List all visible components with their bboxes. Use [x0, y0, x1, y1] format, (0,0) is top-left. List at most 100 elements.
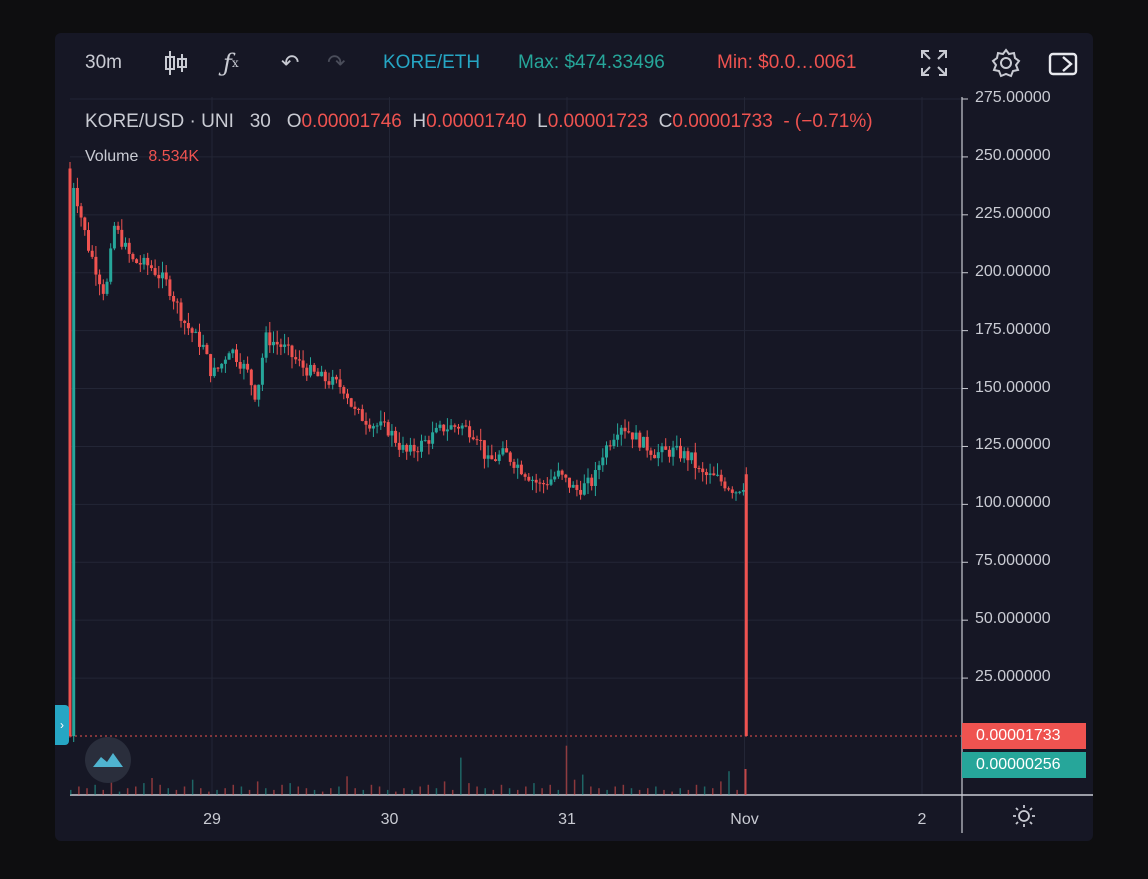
candle [590, 477, 594, 486]
candle [741, 490, 745, 492]
candle [686, 451, 690, 461]
change-value: - (−0.71%) [783, 111, 873, 132]
volume-bar [468, 783, 470, 795]
candle [168, 279, 172, 296]
volume-bar [118, 791, 121, 795]
candle [608, 445, 612, 447]
volume-bar [411, 789, 413, 795]
candle [679, 445, 682, 459]
volume-bar [167, 788, 170, 795]
brightness-icon[interactable] [1011, 803, 1037, 834]
x-tick-label: Nov [730, 811, 759, 828]
expand-sidebar-handle[interactable]: › [55, 705, 69, 745]
volume-bar [232, 784, 235, 795]
candle [645, 436, 649, 451]
undo-icon[interactable]: ↶ [281, 50, 300, 75]
volume-bar [395, 791, 397, 795]
volume-bar [248, 789, 251, 795]
snapshot-icon[interactable] [1047, 33, 1083, 93]
candle [149, 265, 153, 269]
settings-icon[interactable] [990, 33, 1022, 93]
volume-bar [728, 771, 730, 795]
volume-bar [200, 788, 202, 795]
x-tick-label: 31 [558, 811, 576, 828]
volume-bar [175, 789, 178, 795]
candle [231, 349, 235, 354]
volume-bar [102, 789, 105, 795]
volume-bar [346, 776, 348, 795]
symbol-name: KORE/USD · UNI [85, 111, 234, 132]
candlestick-icon[interactable] [163, 33, 189, 93]
candle [527, 476, 531, 481]
volume-bar [736, 789, 738, 795]
fullscreen-icon[interactable] [919, 33, 949, 93]
volume-label: Volume [85, 148, 139, 165]
candle [486, 455, 490, 459]
volume-bar [159, 784, 161, 795]
candle [542, 483, 546, 485]
volume-bar [646, 788, 649, 795]
volume-bar [460, 757, 462, 795]
candle [309, 364, 312, 376]
candle [371, 426, 375, 429]
interval-button[interactable]: 30m [85, 52, 122, 73]
tradingview-logo[interactable] [85, 737, 131, 783]
volume-bar [370, 784, 373, 795]
volume-bar [687, 789, 690, 795]
volume-bar [581, 774, 584, 795]
candle [468, 426, 472, 438]
candle [690, 452, 694, 461]
candle [538, 482, 542, 484]
candle [560, 470, 564, 475]
candle [490, 455, 494, 460]
min-price: Min: $0.0…0061 [717, 52, 857, 73]
x-tick-label: 30 [380, 811, 399, 828]
candle [408, 444, 412, 452]
candle [401, 444, 405, 450]
volume-bar [321, 791, 324, 795]
candle [531, 479, 534, 481]
candle [601, 457, 605, 466]
candle [127, 242, 131, 254]
candle [545, 484, 549, 486]
candle [201, 344, 205, 347]
candle [638, 432, 642, 448]
candle [497, 454, 501, 461]
volume-bar [655, 786, 657, 795]
volume-bar [313, 789, 316, 795]
candle [642, 436, 645, 448]
volume-legend: Volume 8.534K [85, 148, 199, 166]
candle [349, 398, 353, 407]
volume-bar [86, 788, 88, 795]
y-tick-label: 225.00000 [975, 204, 1051, 222]
volume-bar [484, 788, 486, 795]
candle [619, 427, 623, 435]
redo-icon[interactable]: ↷ [327, 50, 346, 75]
candle [146, 257, 150, 266]
low-value: 0.00001723 [547, 111, 649, 132]
candle [272, 341, 275, 346]
candle [442, 424, 446, 432]
candle [312, 364, 316, 372]
volume-bar [590, 786, 592, 795]
candle [649, 450, 653, 455]
volume-bar [516, 789, 519, 795]
y-tick-label: 200.00000 [975, 262, 1051, 280]
pair-label[interactable]: KORE/ETH [383, 52, 481, 73]
volume-bar [533, 783, 535, 795]
volume-bar [443, 781, 446, 795]
candle [235, 349, 238, 362]
volume-bar [354, 788, 356, 795]
candle [142, 257, 146, 265]
candle [438, 424, 442, 428]
volume-bar [598, 788, 600, 795]
candle [360, 409, 364, 421]
volume-bar [419, 786, 421, 795]
candle [479, 439, 483, 441]
candle [246, 363, 250, 370]
candle [719, 474, 723, 482]
volume-bar [703, 786, 706, 795]
candle [242, 363, 246, 369]
candle [501, 448, 505, 455]
